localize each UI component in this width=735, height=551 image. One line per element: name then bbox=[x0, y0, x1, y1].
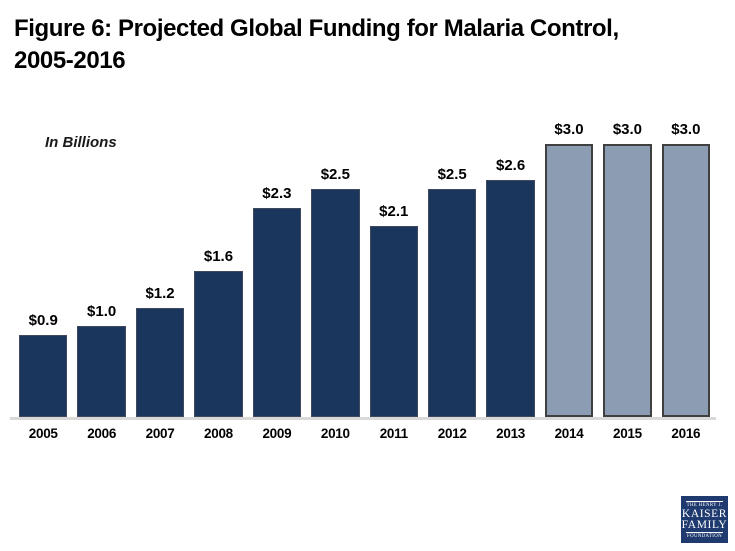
x-tick-label: 2007 bbox=[145, 426, 175, 442]
bars-row: $0.9 $1.0 $1.2 $1.6 $2.3 $2.5 $2.1 $2.5 $2.6 $3.0… bbox=[14, 120, 715, 418]
bar-column: $1.2 bbox=[135, 285, 185, 418]
logo-text-family: FAMILY bbox=[681, 518, 728, 531]
bar-column: $0.9 bbox=[19, 312, 68, 418]
logo-bottom-rule bbox=[686, 531, 723, 533]
x-tick-label: 2013 bbox=[496, 426, 525, 442]
x-tick-label: 2010 bbox=[320, 426, 350, 442]
x-tick-label: 2015 bbox=[613, 426, 642, 442]
x-tick-label: 2016 bbox=[671, 426, 701, 442]
unit-label: In Billions bbox=[45, 134, 117, 152]
x-tick-label: 2014 bbox=[554, 426, 584, 442]
bar-value-label: $3.0 bbox=[671, 121, 701, 139]
bar-column: $1.6 bbox=[194, 248, 243, 418]
bar-chart: In Billions $0.9 $1.0 $1.2 $1.6 $2.3 $2.5 $2.1… bbox=[10, 120, 716, 441]
bar-value-label: $2.6 bbox=[495, 157, 526, 175]
figure-title-line-1: Figure 6: Projected Global Funding for M… bbox=[14, 15, 619, 42]
bar-value-label: $2.3 bbox=[262, 185, 292, 203]
bar-projected bbox=[603, 144, 652, 418]
x-tick-label: 2012 bbox=[437, 426, 467, 442]
bar-value-label: $1.2 bbox=[145, 285, 175, 303]
x-axis-labels: 2005 2006 2007 2008 2009 2010 2011 2012 2013 2014… bbox=[14, 420, 715, 441]
bar-column: $3.0 bbox=[544, 121, 594, 418]
bar-actual bbox=[252, 208, 302, 418]
figure-title-line-2: 2005-2016 bbox=[14, 46, 126, 74]
logo-text-henry-j: THE HENRY J. bbox=[686, 503, 723, 508]
x-tick-label: 2006 bbox=[87, 426, 117, 442]
x-tick-label: 2009 bbox=[262, 426, 292, 442]
bar-value-label: $0.9 bbox=[28, 312, 58, 330]
bar-actual bbox=[311, 189, 360, 418]
bar-value-label: $2.5 bbox=[437, 166, 467, 184]
bar-actual bbox=[369, 226, 418, 418]
bar-value-label: $1.6 bbox=[203, 248, 234, 266]
bar-column: $3.0 bbox=[603, 121, 652, 418]
bar-column: $1.0 bbox=[77, 303, 126, 418]
bar-actual bbox=[194, 271, 243, 418]
x-tick-label: 2005 bbox=[28, 426, 58, 442]
x-axis-line bbox=[10, 417, 716, 421]
bar-value-label: $3.0 bbox=[612, 121, 643, 139]
bar-projected bbox=[544, 144, 594, 418]
bar-actual bbox=[486, 180, 535, 418]
bar-actual bbox=[77, 326, 126, 418]
bar-column: $2.6 bbox=[486, 157, 535, 418]
bar-actual bbox=[19, 335, 68, 418]
bar-value-label: $3.0 bbox=[554, 121, 584, 139]
bar-actual bbox=[427, 189, 477, 418]
bar-column: $2.5 bbox=[427, 166, 477, 418]
figure-title: Figure 6: Projected Global Funding for M… bbox=[0, 0, 735, 76]
bar-actual bbox=[135, 308, 185, 418]
bar-column: $3.0 bbox=[661, 121, 711, 418]
bar-column: $2.1 bbox=[369, 203, 418, 418]
logo-text-kaiser: KAISER bbox=[681, 507, 728, 520]
bar-column: $2.3 bbox=[252, 185, 302, 418]
logo-text-foundation: FOUNDATION bbox=[687, 533, 722, 539]
x-tick-label: 2011 bbox=[379, 426, 408, 442]
kff-logo: THE HENRY J. KAISER FAMILY FOUNDATION bbox=[681, 496, 728, 543]
x-tick-label: 2008 bbox=[204, 426, 233, 442]
bar-value-label: $1.0 bbox=[87, 303, 117, 321]
bar-projected bbox=[661, 144, 711, 418]
bar-value-label: $2.1 bbox=[379, 203, 409, 221]
bar-column: $2.5 bbox=[311, 166, 360, 418]
logo-top-rule bbox=[686, 501, 723, 502]
bar-value-label: $2.5 bbox=[320, 166, 350, 184]
